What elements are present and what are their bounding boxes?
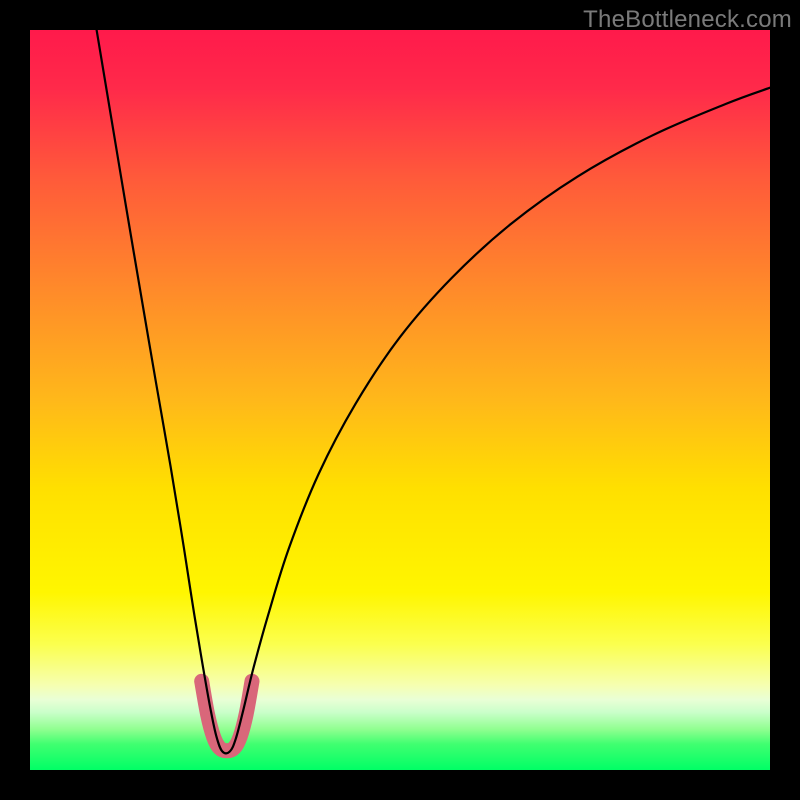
plot-background [30,30,770,770]
watermark-text: TheBottleneck.com [583,6,792,34]
